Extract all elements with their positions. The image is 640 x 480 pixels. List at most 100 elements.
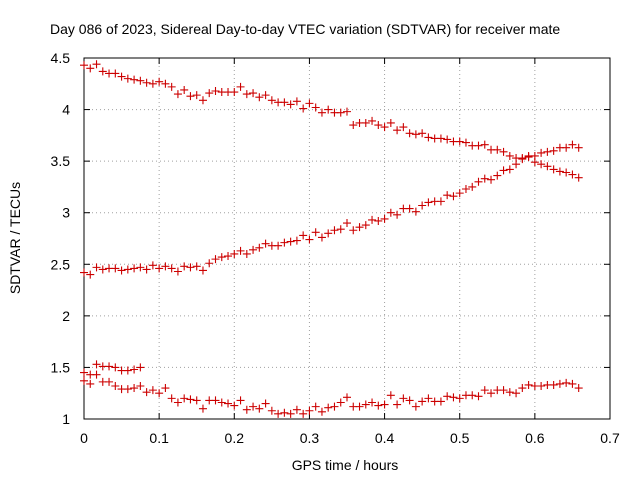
data-point <box>361 118 370 127</box>
data-point <box>155 389 164 398</box>
data-point <box>161 262 170 271</box>
data-point <box>130 75 139 84</box>
data-point <box>217 398 226 407</box>
data-point <box>80 268 88 277</box>
data-point <box>474 177 483 186</box>
data-point <box>305 99 314 108</box>
data-point <box>236 396 245 405</box>
data-point <box>443 135 452 144</box>
data-point <box>399 394 408 403</box>
data-point <box>80 61 88 70</box>
data-point <box>480 386 489 395</box>
data-point <box>411 402 420 411</box>
y-tick-label: 4 <box>62 102 70 118</box>
data-point <box>311 402 320 411</box>
data-point <box>117 266 126 275</box>
data-point <box>499 147 508 156</box>
data-point <box>361 221 370 230</box>
data-point <box>123 366 132 375</box>
series-satellite-B-increasing <box>80 140 583 279</box>
data-point <box>336 108 345 117</box>
data-point <box>167 394 176 403</box>
data-point <box>136 263 145 272</box>
data-point <box>317 108 326 117</box>
data-point <box>255 93 264 102</box>
data-point <box>499 386 508 395</box>
y-tick-label: 3.5 <box>51 153 71 169</box>
data-point <box>518 155 527 164</box>
data-point <box>86 64 95 73</box>
data-point <box>261 91 270 100</box>
data-point <box>280 408 289 417</box>
data-point <box>230 249 239 258</box>
data-point <box>286 100 295 109</box>
data-point <box>330 402 339 411</box>
data-point <box>305 235 314 244</box>
data-point <box>130 384 139 393</box>
data-point <box>374 121 383 130</box>
data-point <box>574 143 583 152</box>
data-point <box>142 265 151 274</box>
data-point <box>92 60 101 69</box>
data-point <box>105 377 114 386</box>
data-point <box>92 360 101 369</box>
data-point <box>487 175 496 184</box>
data-point <box>192 91 201 100</box>
data-point <box>493 171 502 180</box>
data-point <box>267 406 276 415</box>
x-tick-label: 0 <box>80 430 88 446</box>
data-point <box>230 401 239 410</box>
data-point <box>192 262 201 271</box>
data-point <box>217 253 226 262</box>
y-tick-label: 1.5 <box>51 359 71 375</box>
data-point <box>455 189 464 198</box>
x-tick-labels: 0 0.1 0.2 0.3 0.4 0.5 0.6 0.7 <box>80 430 620 446</box>
x-tick-label: 0.3 <box>300 430 320 446</box>
data-point <box>368 398 377 407</box>
data-point <box>280 98 289 107</box>
data-point <box>236 246 245 255</box>
data-point <box>130 264 139 273</box>
data-point <box>424 133 433 142</box>
data-point <box>111 381 120 390</box>
data-point <box>493 145 502 154</box>
data-point <box>468 182 477 191</box>
data-point <box>136 381 145 390</box>
data-point <box>543 147 552 156</box>
data-point <box>123 74 132 83</box>
data-point <box>148 261 157 270</box>
data-point <box>180 262 189 271</box>
data-point <box>562 143 571 152</box>
data-point <box>198 404 207 413</box>
data-point <box>324 229 333 238</box>
data-point <box>86 270 95 279</box>
data-point <box>186 395 195 404</box>
data-point <box>393 400 402 409</box>
data-point <box>555 379 564 388</box>
data-point <box>324 403 333 412</box>
data-point <box>186 92 195 101</box>
data-point <box>436 197 445 206</box>
data-point <box>499 166 508 175</box>
plot-frame <box>83 57 611 420</box>
data-point <box>380 400 389 409</box>
data-point <box>436 397 445 406</box>
data-point <box>249 402 258 411</box>
data-point <box>242 90 251 99</box>
data-point <box>205 259 214 268</box>
data-point <box>261 239 270 248</box>
data-point <box>405 129 414 138</box>
data-point <box>405 396 414 405</box>
data-point <box>424 394 433 403</box>
data-point <box>336 225 345 234</box>
data-point <box>167 82 176 91</box>
data-point <box>105 362 114 371</box>
data-point <box>418 397 427 406</box>
data-point <box>98 67 107 76</box>
x-tick-label: 0.6 <box>525 430 545 446</box>
data-point <box>230 88 239 97</box>
data-point <box>148 386 157 395</box>
data-point <box>274 241 283 250</box>
data-point <box>343 219 351 228</box>
